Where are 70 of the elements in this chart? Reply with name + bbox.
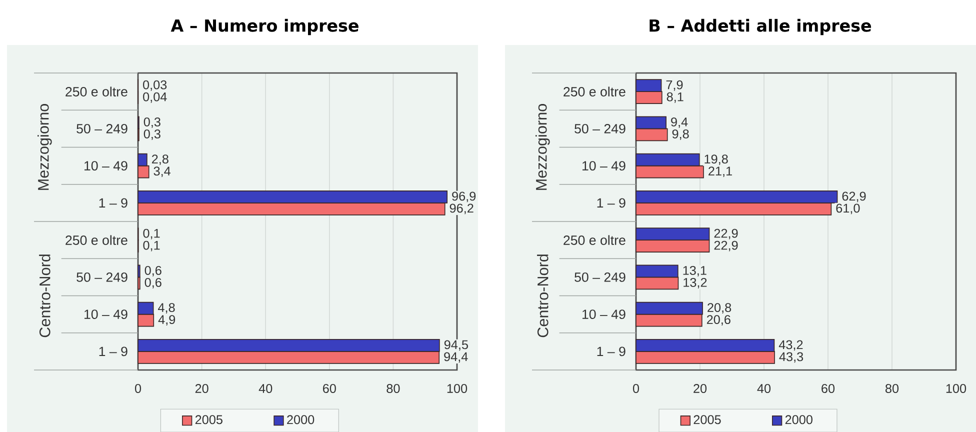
data-label: 13,1 xyxy=(683,266,706,276)
x-tick-label: 80 xyxy=(386,384,400,394)
data-label: 62,9 xyxy=(842,192,866,202)
data-label: 0,1 xyxy=(143,240,160,252)
y-tick-label: 10 – 49 xyxy=(582,310,626,320)
data-label: 96,9 xyxy=(452,192,476,202)
y-tick-label: 10 – 49 xyxy=(84,310,128,320)
data-label: 0,03 xyxy=(143,80,167,91)
x-tick-label: 100 xyxy=(447,384,468,394)
y-tick-label: 50 – 249 xyxy=(76,272,128,282)
x-tick-label: 100 xyxy=(946,384,966,394)
data-label: 20,8 xyxy=(708,303,732,314)
data-label: 0,6 xyxy=(144,266,162,276)
data-label: 0,04 xyxy=(143,92,167,103)
y-tick-label: 250 e oltre xyxy=(564,235,626,245)
data-label: 94,4 xyxy=(444,352,468,363)
y-tick-label: 250 e oltre xyxy=(66,235,128,245)
x-tick-label: 20 xyxy=(694,384,707,394)
legend-label: 2000 xyxy=(287,415,314,424)
data-label: 8,1 xyxy=(666,92,684,103)
data-label: 0,1 xyxy=(143,228,160,240)
data-label: 19,8 xyxy=(704,154,728,166)
y-tick-label: 10 – 49 xyxy=(84,161,128,171)
legend-label: 2000 xyxy=(785,415,812,424)
x-tick-label: 20 xyxy=(195,384,208,394)
x-tick-label: 60 xyxy=(323,384,336,394)
data-label: 20,6 xyxy=(706,315,730,326)
x-tick-label: 40 xyxy=(258,384,272,394)
data-label: 94,5 xyxy=(444,340,468,351)
text: Mezzogiorno xyxy=(536,104,550,190)
y-tick-label: 50 – 249 xyxy=(574,124,626,134)
data-label: 9,4 xyxy=(671,117,688,128)
data-label: 13,2 xyxy=(684,278,707,288)
data-label: 43,2 xyxy=(778,340,803,351)
y-tick-label: 50 – 249 xyxy=(76,124,128,134)
y-tick-label: 250 e oltre xyxy=(66,86,128,96)
data-label: 61,0 xyxy=(836,204,860,214)
data-label: 9,8 xyxy=(672,129,689,140)
data-label: 22,9 xyxy=(714,228,738,240)
y-tick-label: 250 e oltre xyxy=(564,86,626,96)
data-label: 0,3 xyxy=(144,129,160,140)
data-label: 0,3 xyxy=(144,117,160,128)
x-tick-label: 40 xyxy=(757,384,771,394)
data-label: 96,2 xyxy=(450,204,474,214)
data-label: 21,1 xyxy=(708,166,732,178)
x-tick-label: 80 xyxy=(885,384,899,394)
text: Mezzogiorno xyxy=(38,104,52,190)
data-label: 43,3 xyxy=(779,352,804,363)
text: Centro-Nord xyxy=(537,254,548,338)
data-label: 4,9 xyxy=(158,315,176,326)
legend-label: 2005 xyxy=(694,415,721,424)
data-label: 0,6 xyxy=(144,278,162,288)
x-tick-label: 0 xyxy=(632,384,640,394)
y-tick-label: 50 – 249 xyxy=(574,272,626,282)
x-tick-label: 0 xyxy=(134,384,142,394)
legend-label: 2005 xyxy=(195,415,222,424)
chart-title: A – Numero imprese xyxy=(170,18,358,36)
data-label: 22,9 xyxy=(714,240,738,252)
data-label: 7,9 xyxy=(666,80,683,91)
x-tick-label: 60 xyxy=(822,384,835,394)
y-tick-label: 1 – 9 xyxy=(597,346,626,356)
text: Centro-Nord xyxy=(39,254,50,338)
y-tick-label: 1 – 9 xyxy=(99,346,128,356)
data-label: 4,8 xyxy=(158,303,175,314)
data-label: 3,4 xyxy=(154,166,170,178)
data-label: 2,8 xyxy=(152,154,168,166)
chart-title: B – Addetti alle imprese xyxy=(650,18,872,36)
y-tick-label: 1 – 9 xyxy=(597,198,626,208)
y-tick-label: 10 – 49 xyxy=(582,161,626,171)
y-tick-label: 1 – 9 xyxy=(99,198,128,208)
